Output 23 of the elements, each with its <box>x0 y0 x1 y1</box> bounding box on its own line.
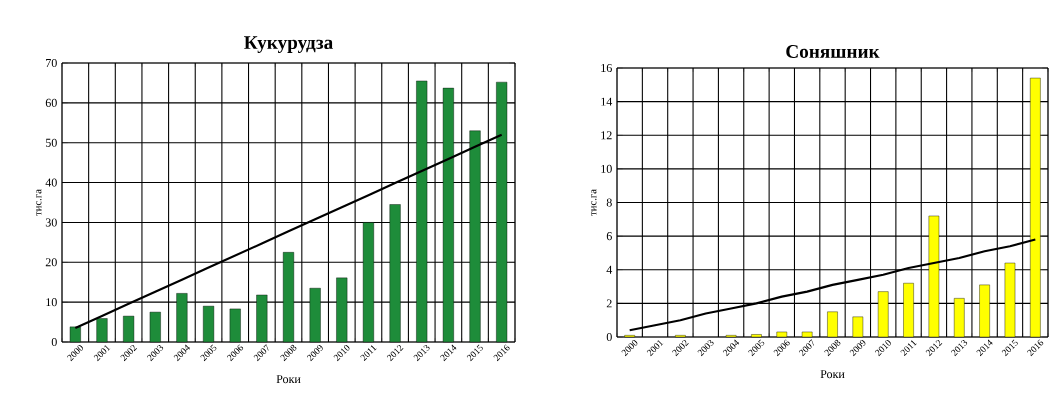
y-tick-label: 10 <box>601 164 612 173</box>
y-tick-label: 40 <box>45 178 57 187</box>
y-axis-title: тис.га <box>591 189 597 216</box>
y-tick-label: 16 <box>601 63 612 73</box>
y-tick-label: 4 <box>606 265 613 274</box>
chart-title: Соняшник <box>786 45 880 58</box>
y-tick-label: 14 <box>601 97 613 106</box>
y-tick-label: 60 <box>45 98 57 107</box>
y-tick-label: 50 <box>45 138 57 147</box>
y-tick-label: 70 <box>46 58 57 68</box>
y-axis-title: тис.га <box>36 189 42 216</box>
x-axis-title: Роки <box>820 370 845 379</box>
y-tick-label: 0 <box>606 332 612 342</box>
y-tick-label: 20 <box>45 258 57 267</box>
y-tick-label: 0 <box>51 337 57 347</box>
y-tick-label: 10 <box>46 298 57 307</box>
chart-title: Кукурудза <box>244 36 333 53</box>
y-tick-label: 6 <box>606 232 612 241</box>
x-axis-title: Роки <box>276 375 301 384</box>
y-tick-label: 2 <box>606 299 612 308</box>
y-tick-label: 30 <box>45 218 57 227</box>
y-tick-label: 12 <box>601 131 612 140</box>
y-tick-label: 8 <box>606 198 612 207</box>
